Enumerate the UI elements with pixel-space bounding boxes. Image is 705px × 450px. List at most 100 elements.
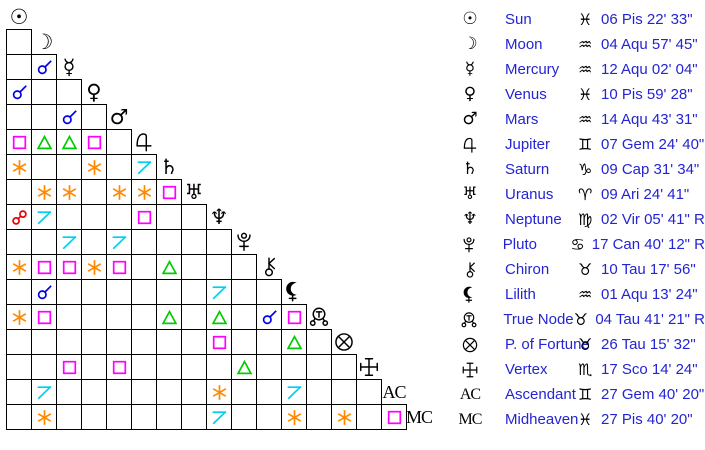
planet-position: 09 Cap 31' 34": [601, 161, 700, 178]
conjunction-icon: [262, 309, 277, 324]
aspect-cell-vertex-mercury: [56, 354, 82, 380]
planet-position: 06 Pis 22' 33": [601, 11, 693, 28]
square-icon: [162, 185, 176, 199]
ascendant-icon: AC: [459, 385, 481, 403]
aspect-cell-ascendant-pluto: [231, 379, 257, 405]
trine-icon: [161, 259, 177, 274]
square-icon: [12, 135, 26, 149]
aspect-cell-chiron-mars: [106, 254, 132, 280]
aspect-cell-vertex-uranus: [181, 354, 207, 380]
trine-icon: [211, 309, 227, 324]
aspect-cell-midheaven-jupiter: [131, 404, 157, 430]
aspect-cell-fortune-saturn: [156, 329, 182, 355]
conjunction-icon: [62, 109, 77, 124]
aspect-grid: ☉ ☽ ☿ ♀ ♂ ♄ ♅ ♆ AC MC: [6, 6, 433, 430]
chiron-icon: [455, 261, 485, 279]
opposition-icon: [11, 209, 27, 225]
virgo-icon: ♍: [578, 209, 593, 229]
aspect-cell-vertex-lilith: [281, 354, 307, 380]
aspect-cell-jupiter-sun: [6, 129, 32, 155]
mars-glyph: ♂: [109, 104, 129, 129]
quincunx-icon: [137, 160, 151, 174]
capricorn-icon: ♑: [578, 159, 593, 179]
quincunx-icon: [212, 285, 226, 299]
table-row-sun: ☉ Sun ♓ 06 Pis 22' 33": [455, 7, 705, 32]
square-icon: [112, 360, 126, 374]
aspect-cell-uranus-moon: [31, 179, 57, 205]
chiron-glyph: [256, 254, 282, 280]
aquarius-icon: ♒: [578, 109, 593, 129]
aspect-cell-lilith-saturn: [156, 279, 182, 305]
aspect-cell-vertex-saturn: [156, 354, 182, 380]
table-row-venus: ♀ Venus ♓ 10 Pis 59' 28": [455, 82, 705, 107]
aspect-cell-lilith-jupiter: [131, 279, 157, 305]
aspect-cell-lilith-mercury: [56, 279, 82, 305]
planet-name: Venus: [505, 86, 547, 103]
planet-name: Sun: [505, 11, 532, 28]
aspect-cell-pluto-neptune: [206, 229, 232, 255]
quincunx-icon: [287, 385, 301, 399]
trine-icon: [61, 134, 77, 149]
square-icon: [212, 335, 226, 349]
aspect-cell-jupiter-mercury: [56, 129, 82, 155]
pisces-icon: ♓: [578, 409, 593, 429]
aspect-cell-pluto-sun: [6, 229, 32, 255]
sextile-icon: [87, 159, 101, 175]
quincunx-icon: [212, 410, 226, 424]
trine-icon: [36, 134, 52, 149]
planet-position: 17 Can 40' 12" R: [591, 236, 705, 253]
sextile-icon: [12, 159, 26, 175]
planet-name: Lilith: [505, 286, 536, 303]
aspect-cell-midheaven-mercury: [56, 404, 82, 430]
planet-position: 17 Sco 14' 24": [601, 361, 698, 378]
square-icon: [387, 410, 401, 424]
planet-position: 09 Ari 24' 41": [601, 186, 690, 203]
planet-name: True Node: [503, 311, 574, 328]
aspect-cell-midheaven-fortune: [331, 404, 357, 430]
aspect-cell-pluto-venus: [81, 229, 107, 255]
true-node-glyph: [306, 304, 332, 330]
ascendant-glyph: AC: [382, 382, 406, 402]
pluto-glyph: [231, 229, 257, 255]
jupiter-glyph: [131, 129, 157, 155]
aspect-cell-fortune-pluto: [231, 329, 257, 355]
aspect-cell-midheaven-saturn: [156, 404, 182, 430]
planet-position: 27 Gem 40' 20": [601, 386, 705, 403]
aspect-cell-true-node-pluto: [231, 304, 257, 330]
aspect-cell-true-node-jupiter: [131, 304, 157, 330]
square-icon: [87, 135, 101, 149]
aspect-cell-fortune-venus: [81, 329, 107, 355]
square-icon: [112, 260, 126, 274]
table-row-vertex: Vertex ♏ 17 Sco 14' 24": [455, 357, 705, 382]
uranus-icon: ♅: [462, 184, 478, 204]
aspect-cell-lilith-uranus: [181, 279, 207, 305]
aspect-cell-saturn-moon: [31, 154, 57, 180]
aspect-cell-true-node-saturn: [156, 304, 182, 330]
table-row-mars: ♂ Mars ♒ 14 Aqu 43' 31": [455, 107, 705, 132]
aspect-cell-pluto-jupiter: [131, 229, 157, 255]
aspect-cell-true-node-chiron: [256, 304, 282, 330]
midheaven-icon: MC: [458, 410, 483, 428]
aspect-cell-true-node-venus: [81, 304, 107, 330]
aspect-cell-fortune-uranus: [181, 329, 207, 355]
planet-position: 10 Pis 59' 28": [601, 86, 693, 103]
moon-icon: ☽: [462, 34, 478, 54]
table-row-true-node: True Node ♉ 04 Tau 41' 21" R: [455, 307, 705, 332]
planet-name: Uranus: [505, 186, 554, 203]
aries-icon: ♈: [578, 184, 593, 204]
sextile-icon: [37, 184, 51, 200]
aspect-cell-ascendant-true-node: [306, 379, 332, 405]
aspect-cell-jupiter-moon: [31, 129, 57, 155]
trine-icon: [236, 359, 252, 374]
table-row-moon: ☽ Moon ♒ 04 Aqu 57' 45": [455, 32, 705, 57]
aspect-cell-uranus-mercury: [56, 179, 82, 205]
sextile-icon: [62, 184, 76, 200]
taurus-icon: ♉: [578, 259, 593, 279]
aspect-cell-midheaven-pluto: [231, 404, 257, 430]
jupiter-icon: [455, 136, 485, 154]
aspect-cell-uranus-sun: [6, 179, 32, 205]
aspect-cell-true-node-sun: [6, 304, 32, 330]
aspect-cell-neptune-mars: [106, 204, 132, 230]
aspect-cell-lilith-neptune: [206, 279, 232, 305]
aspect-cell-neptune-mercury: [56, 204, 82, 230]
